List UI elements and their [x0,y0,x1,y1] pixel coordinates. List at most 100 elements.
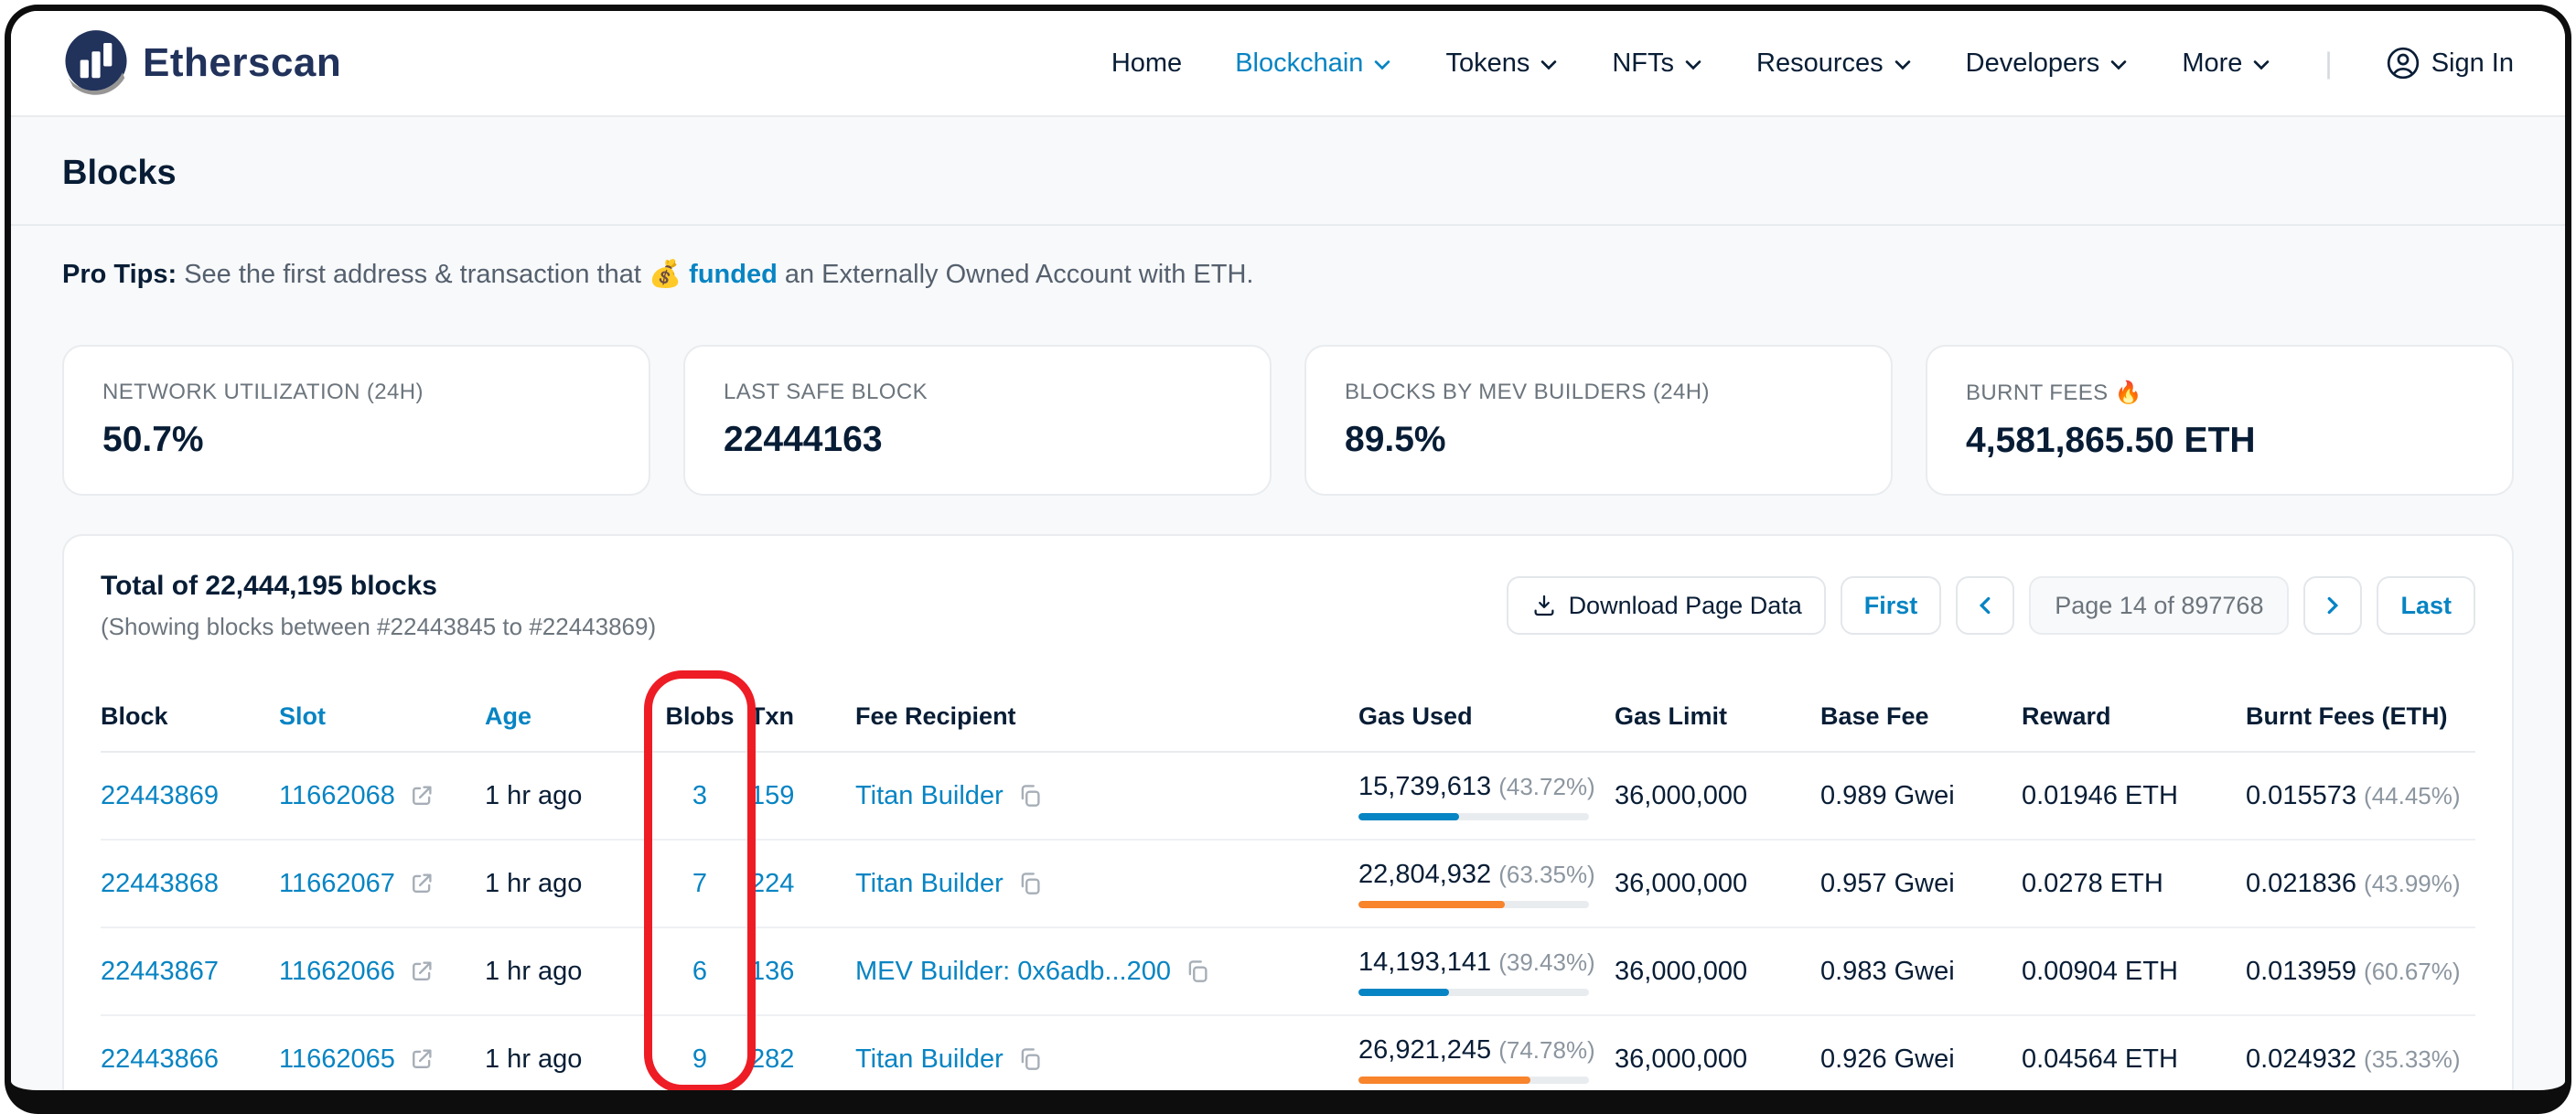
col-header-txn: Txn [750,702,795,730]
gas-used-bar [1358,988,1589,996]
gas-used-bar [1358,1076,1589,1084]
external-link-icon[interactable] [408,782,435,809]
first-page-button[interactable]: First [1840,576,1942,635]
nav-item-home[interactable]: Home [1111,48,1182,79]
sign-in-button[interactable]: Sign In [2386,46,2514,80]
age-cell: 1 hr ago [485,1044,583,1074]
txn-link[interactable]: 224 [750,868,795,898]
slot-link[interactable]: 11662067 [279,868,395,898]
fee-recipient-link[interactable]: Titan Builder [855,1044,1004,1074]
nav-menu: Home Blockchain Tokens NFTs Resources De… [1111,46,2514,80]
etherscan-logo-icon [65,30,127,95]
burnt-fees-cell: 0.021836 (43.99%) [2246,869,2475,899]
age-cell: 1 hr ago [485,780,583,810]
copy-icon[interactable] [1184,958,1211,985]
gas-limit-cell: 36,000,000 [1615,1044,1748,1074]
col-header-slot[interactable]: Slot [279,702,326,730]
nav-item-nfts[interactable]: NFTs [1612,48,1703,79]
nav-item-blockchain[interactable]: Blockchain [1235,48,1392,79]
stat-card-mev-builders: BLOCKS BY MEV BUILDERS (24H) 89.5% [1304,345,1893,496]
reward-cell: 0.00904 ETH [2022,956,2178,986]
gas-used-pct: (63.35%) [1498,860,1595,888]
nav-item-tokens[interactable]: Tokens [1445,48,1559,79]
reward-cell: 0.0278 ETH [2022,868,2163,898]
block-link[interactable]: 22443867 [101,956,220,986]
nav-label: NFTs [1612,48,1674,78]
slot-link[interactable]: 11662066 [279,956,395,986]
txn-link[interactable]: 159 [750,780,795,810]
fee-recipient-link[interactable]: Titan Builder [855,868,1004,898]
col-header-fee-recipient: Fee Recipient [855,702,1016,730]
first-label: First [1863,591,1918,619]
block-link[interactable]: 22443868 [101,868,220,898]
base-fee-cell: 0.989 Gwei [1820,780,1955,810]
blobs-link[interactable]: 9 [692,1044,708,1074]
stat-card-network-utilization: NETWORK UTILIZATION (24H) 50.7% [62,345,650,496]
sign-in-label: Sign In [2431,48,2514,78]
blobs-link[interactable]: 7 [692,868,708,898]
table-row: 22443869 11662068 1 hr ago 3 159 Titan B… [101,753,2475,841]
chevron-left-icon [1980,596,1991,615]
fee-recipient-link[interactable]: MEV Builder: 0x6adb...200 [855,956,1171,986]
gas-used-cell: 22,804,932 (63.35%) [1358,860,1615,908]
screenshot-frame: Etherscan Home Blockchain Tokens NFTs Re… [5,5,2571,1114]
etherscan-logo[interactable]: Etherscan [62,29,341,97]
nav-item-more[interactable]: More [2182,48,2271,79]
burnt-fees-cell: 0.024932 (35.33%) [2246,1044,2475,1075]
stat-card-last-safe-block: LAST SAFE BLOCK 22444163 [683,345,1272,496]
burnt-value: 0.013959 [2246,956,2356,986]
nav-divider: | [2324,46,2333,80]
nav-label: Blockchain [1235,48,1364,78]
reward-cell: 0.01946 ETH [2022,780,2178,810]
header-divider [11,224,2565,226]
stat-label: BLOCKS BY MEV BUILDERS (24H) [1345,380,1710,404]
chevron-down-icon [2254,60,2270,70]
stat-label: NETWORK UTILIZATION (24H) [102,380,424,404]
last-page-button[interactable]: Last [2377,576,2475,635]
blobs-link[interactable]: 3 [692,780,708,810]
page-title: Blocks [62,154,177,192]
brand-name: Etherscan [143,40,342,85]
download-icon [1534,594,1554,616]
burnt-pct: (43.99%) [2364,869,2461,897]
slot-cell: 11662065 [279,1044,485,1075]
nav-label: Developers [1965,48,2100,78]
nav-label: Resources [1756,48,1884,78]
external-link-icon[interactable] [408,870,435,897]
external-link-icon[interactable] [408,1045,435,1073]
block-link[interactable]: 22443866 [101,1044,220,1074]
col-header-gas-used: Gas Used [1358,702,1473,730]
slot-link[interactable]: 11662068 [279,780,395,810]
col-header-age[interactable]: Age [485,702,532,730]
pagination-controls: Download Page Data First Page 14 of 8977… [1506,576,2475,635]
block-link[interactable]: 22443869 [101,780,220,810]
download-page-data-button[interactable]: Download Page Data [1506,576,1826,635]
burnt-pct: (35.33%) [2364,1044,2461,1073]
slot-link[interactable]: 11662065 [279,1044,395,1074]
pro-tip-text-after: an Externally Owned Account with ETH. [777,260,1254,289]
txn-link[interactable]: 282 [750,1044,795,1074]
nav-item-developers[interactable]: Developers [1966,48,2130,79]
burnt-fees-cell: 0.013959 (60.67%) [2246,957,2475,987]
fee-recipient-link[interactable]: Titan Builder [855,780,1004,810]
funded-link[interactable]: funded [689,260,778,289]
txn-link[interactable]: 136 [750,956,795,986]
external-link-icon[interactable] [408,958,435,985]
fee-recipient-cell: Titan Builder [855,1044,1358,1075]
stat-value: 22444163 [724,420,883,459]
copy-icon[interactable] [1016,1045,1044,1073]
next-page-button[interactable] [2303,576,2363,635]
previous-page-button[interactable] [1956,576,2015,635]
money-bag-icon: 💰 [648,260,682,289]
nav-item-resources[interactable]: Resources [1756,48,1913,79]
page-header: Blocks [11,117,2565,224]
stat-value: 89.5% [1345,420,1446,459]
table-row: 22443867 11662066 1 hr ago 6 136 MEV Bui… [101,928,2475,1016]
gas-used-value: 26,921,245 [1358,1034,1492,1065]
col-header-gas-limit: Gas Limit [1615,702,1728,730]
copy-icon[interactable] [1016,870,1044,897]
person-icon [2387,47,2419,80]
copy-icon[interactable] [1016,782,1044,809]
blobs-link[interactable]: 6 [692,956,708,986]
gas-used-cell: 15,739,613 (43.72%) [1358,772,1615,820]
